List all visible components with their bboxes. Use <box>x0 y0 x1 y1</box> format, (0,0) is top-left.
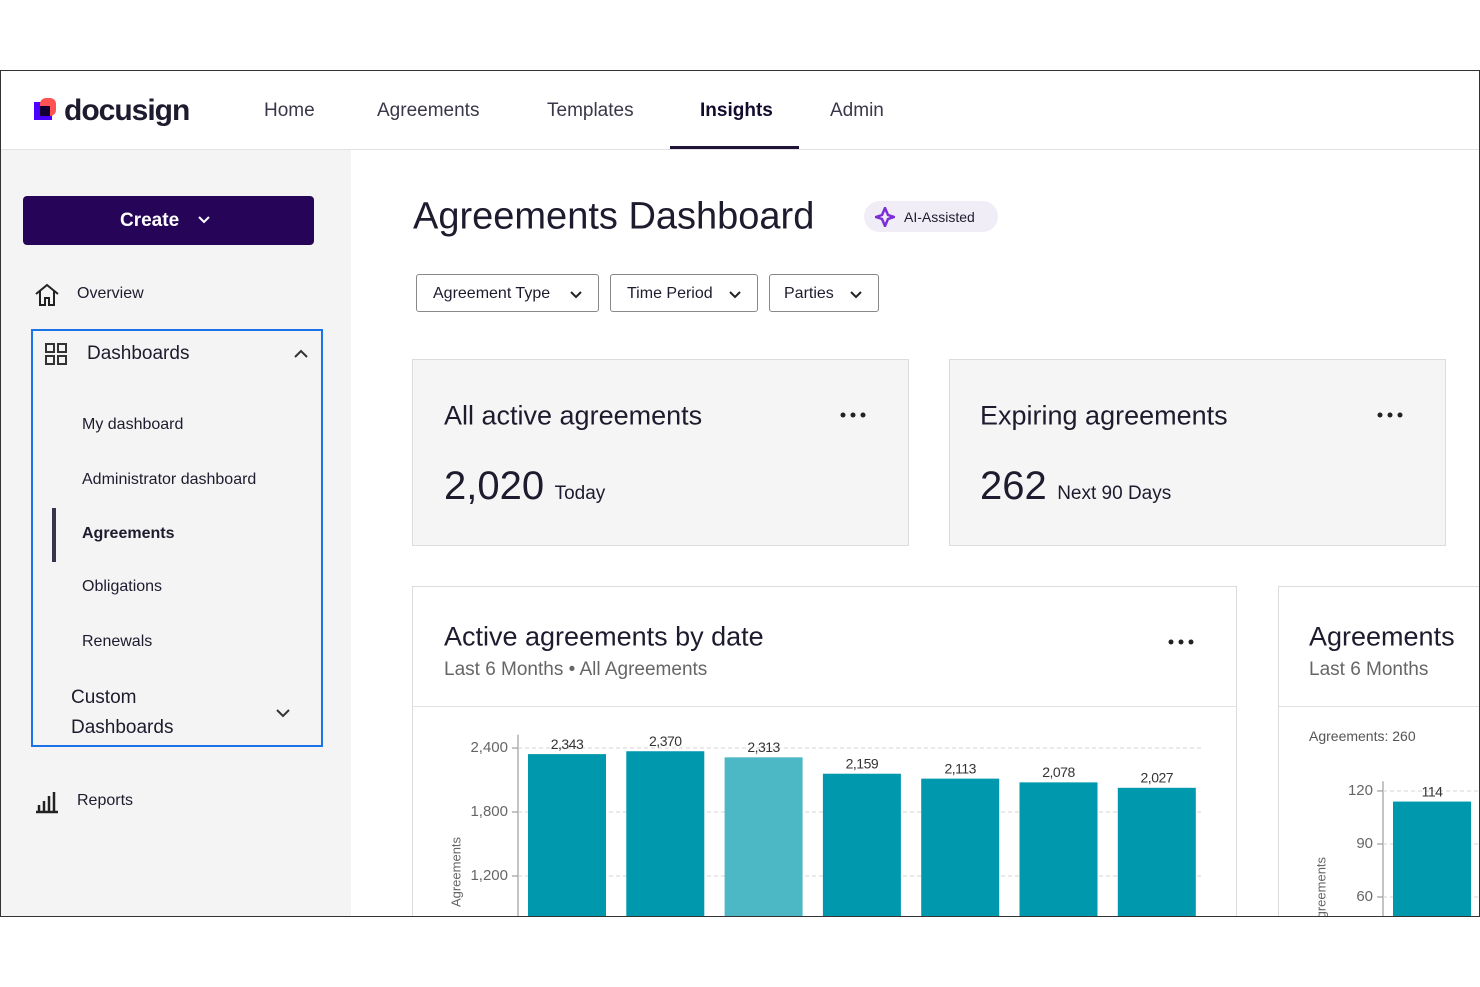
page-title: Agreements Dashboard <box>413 195 815 238</box>
bar <box>1393 801 1471 916</box>
chart: Agreements 60 90 120 114 <box>1313 781 1479 917</box>
sidebar <box>1 150 351 916</box>
filter[interactable]: Time Period <box>610 274 758 312</box>
home-icon <box>35 283 59 306</box>
sidebar-subitem[interactable]: Renewals <box>82 633 153 650</box>
bar <box>822 773 901 916</box>
selected-indicator <box>52 508 56 562</box>
more-icon[interactable] <box>1167 637 1197 647</box>
filter-label: Parties <box>784 285 834 302</box>
chart: Agreements 1,200 1,800 2,400 2,343 2,370 2,31… <box>448 733 1203 916</box>
card-title: All active agreements <box>444 400 703 431</box>
data-label: 2,313 <box>747 739 780 755</box>
bar <box>528 754 606 916</box>
top-bar: docusign Home Agreements Templates Insig… <box>1 71 1479 150</box>
y-tick-label: 90 <box>1356 835 1373 852</box>
bar <box>1019 782 1098 916</box>
y-axis-label: Agreements <box>448 836 463 907</box>
filter[interactable]: Agreement Type <box>416 274 599 312</box>
sidebar-subitem[interactable]: Obligations <box>82 578 163 595</box>
metric-period: Next 90 Days <box>1057 483 1172 504</box>
data-label: 2,078 <box>1042 764 1075 780</box>
divider <box>413 706 1236 707</box>
y-tick-label: 2,400 <box>470 739 508 756</box>
nav-item[interactable]: Admin <box>830 100 884 121</box>
y-tick-label: 1,800 <box>470 803 508 820</box>
nav-item[interactable]: Insights <box>700 100 773 121</box>
data-label: 2,113 <box>944 760 976 776</box>
more-icon[interactable] <box>1376 410 1406 420</box>
sidebar-subitem[interactable]: My dashboard <box>82 416 184 433</box>
sidebar-subgroup[interactable]: Custom Dashboards <box>71 687 174 738</box>
bar <box>724 757 803 916</box>
sidebar-item[interactable]: Reports <box>77 792 134 809</box>
badge: AI-Assisted <box>864 201 998 232</box>
button-label: Create <box>120 210 180 231</box>
chevron[interactable] <box>276 708 290 718</box>
data-label: 2,027 <box>1141 770 1174 786</box>
badge-label: AI-Assisted <box>904 209 975 225</box>
bar <box>1117 787 1196 916</box>
brand[interactable]: docusign <box>64 94 190 127</box>
data-label: 2,343 <box>551 736 584 752</box>
card-metric: 262 Next 90 Days <box>980 464 1171 509</box>
active-indicator <box>670 146 799 149</box>
metric-value: 2,020 <box>444 464 545 508</box>
chevron <box>850 291 862 299</box>
y-tick-label: 60 <box>1356 888 1373 905</box>
app-window: docusign Home Agreements Templates Insig… <box>0 70 1480 917</box>
nav-item[interactable]: Home <box>264 100 315 121</box>
chevron <box>729 291 741 299</box>
chart-title: Active agreements by date <box>444 621 764 652</box>
chevron <box>198 216 210 224</box>
chart-subtitle: Last 6 Months • All Agreements <box>444 659 708 680</box>
create-button[interactable]: Create <box>23 196 314 245</box>
chart-card: Agreements Last 6 Months Agreements: 260… <box>1278 586 1479 917</box>
sidebar-subitem[interactable]: Agreements <box>82 525 175 542</box>
card-metric: 2,020 Today <box>444 464 605 509</box>
chevron <box>570 291 582 299</box>
metric-card: Expiring agreements 262 Next 90 Days <box>949 359 1446 546</box>
sidebar-subitem[interactable]: Administrator dashboard <box>82 471 257 488</box>
chevron[interactable] <box>294 349 308 359</box>
chart-annotation: Agreements: 260 <box>1309 728 1416 744</box>
filter-label: Agreement Type <box>433 285 551 302</box>
filter-label: Time Period <box>627 285 713 302</box>
y-tick-label: 120 <box>1348 782 1373 799</box>
bar <box>626 751 705 916</box>
bar <box>921 778 1000 916</box>
divider <box>1279 706 1479 707</box>
focus-box <box>31 329 323 747</box>
metric-card: All active agreements 2,020 Today <box>412 359 909 546</box>
data-label: 2,370 <box>649 733 682 749</box>
sidebar-group[interactable]: Dashboards <box>87 343 190 364</box>
nav-item[interactable]: Agreements <box>377 100 480 121</box>
metric-value: 262 <box>980 464 1047 508</box>
filter[interactable]: Parties <box>769 274 879 312</box>
data-label: 114 <box>1422 783 1444 799</box>
data-label: 2,159 <box>846 755 879 771</box>
chart-subtitle: Last 6 Months <box>1309 659 1429 680</box>
sparkle-icon <box>875 207 895 227</box>
y-tick-label: 1,200 <box>470 867 508 884</box>
chart-card: Active agreements by date Last 6 Months … <box>412 586 1237 916</box>
card-title: Expiring agreements <box>980 400 1228 431</box>
y-axis-label: Agreements <box>1313 856 1328 917</box>
chart-title: Agreements <box>1309 621 1455 652</box>
sidebar-item[interactable]: Overview <box>77 285 144 302</box>
nav-item[interactable]: Templates <box>547 100 634 121</box>
grid-icon <box>45 343 67 365</box>
more-icon[interactable] <box>839 410 869 420</box>
metric-period: Today <box>554 483 606 504</box>
reports-icon <box>36 792 58 814</box>
logo-icon <box>34 98 56 120</box>
